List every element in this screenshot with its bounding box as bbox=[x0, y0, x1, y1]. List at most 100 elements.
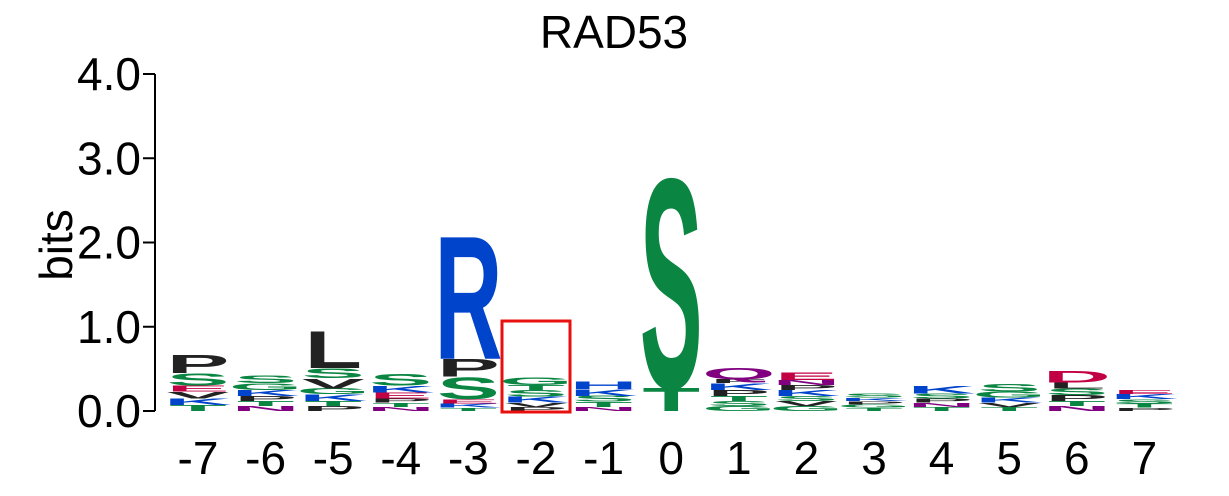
logo-letter-P: P bbox=[843, 400, 906, 405]
logo-letter-K: K bbox=[434, 402, 502, 409]
logo-letter-S: S bbox=[234, 374, 297, 386]
logo-letter-K: K bbox=[908, 384, 976, 396]
x-tick-label: -3 bbox=[448, 432, 489, 484]
logo-letter-T: T bbox=[1116, 402, 1174, 409]
logo-letter-K: K bbox=[772, 389, 840, 398]
logo-letter-T: T bbox=[372, 402, 430, 409]
logo-letter-N: N bbox=[908, 402, 976, 409]
logo-letter-S: S bbox=[640, 118, 703, 453]
logo-letter-G: G bbox=[770, 405, 843, 413]
y-tick-label: 0.0 bbox=[77, 385, 141, 437]
logo-letter-G: G bbox=[837, 403, 910, 408]
x-tick-label: 6 bbox=[1064, 432, 1090, 484]
logo-letter-P: P bbox=[1045, 394, 1108, 403]
logo-letter-T: T bbox=[913, 406, 971, 413]
logo-letter-P: P bbox=[910, 397, 973, 404]
logo-letter-N: N bbox=[772, 379, 840, 387]
logo-letter-R: R bbox=[434, 199, 502, 396]
logo-letter-P: P bbox=[302, 405, 365, 413]
logo-letter-S: S bbox=[1045, 387, 1108, 398]
logo-letter-K: K bbox=[502, 395, 570, 404]
x-tick-label: 7 bbox=[1132, 432, 1158, 484]
logo-letter-S: S bbox=[167, 370, 230, 390]
logo-letter-G: G bbox=[702, 405, 775, 413]
chart-title: RAD53 bbox=[540, 6, 688, 58]
y-tick-label: 3.0 bbox=[77, 132, 141, 184]
logo-letter-G: G bbox=[499, 375, 572, 387]
y-tick-label: 2.0 bbox=[77, 217, 141, 269]
logo-letter-E: E bbox=[775, 370, 838, 382]
logo-letter-Q: Q bbox=[702, 365, 775, 382]
logo-letter-S: S bbox=[775, 395, 838, 403]
logo-letter-T: T bbox=[304, 400, 362, 408]
logo-letter-T: T bbox=[575, 401, 633, 409]
logo-letter-T: T bbox=[237, 400, 295, 408]
x-tick-label: 4 bbox=[929, 432, 955, 484]
logo-letter-K: K bbox=[705, 381, 773, 392]
logo-letter-T: T bbox=[642, 381, 699, 418]
logo-letter-K: K bbox=[367, 384, 435, 395]
logo-letter-P: P bbox=[775, 384, 838, 392]
logo-letter-T: T bbox=[507, 384, 565, 392]
logo-letter-D: D bbox=[1043, 368, 1111, 386]
logo-letter-K: K bbox=[232, 389, 300, 398]
logo-letter-K: K bbox=[975, 396, 1043, 404]
logo-letter-G: G bbox=[297, 387, 370, 396]
y-tick-label: 4.0 bbox=[77, 48, 141, 100]
logo-letter-S: S bbox=[1113, 398, 1176, 405]
y-axis-label: bits bbox=[30, 209, 82, 281]
logo-letter-L: L bbox=[304, 321, 362, 380]
x-tick-label: -1 bbox=[583, 432, 624, 484]
x-axis-tick-labels: -7 -6 -5 -4 -3 -2 -1 0 1 2 3 4 5 6 7 bbox=[178, 432, 1158, 484]
y-axis-ticks: 0.0 1.0 2.0 3.0 4.0 bbox=[77, 48, 155, 437]
logo-letter-P: P bbox=[437, 354, 500, 382]
logo-letter-V: V bbox=[775, 400, 838, 408]
logo-letter-S: S bbox=[910, 392, 973, 400]
logo-letter-T: T bbox=[845, 407, 902, 412]
x-tick-label: 1 bbox=[726, 432, 752, 484]
logo-letter-T: T bbox=[169, 404, 227, 413]
logo-letter-K: K bbox=[570, 387, 638, 398]
logo-letter-L: L bbox=[1048, 381, 1105, 390]
logo-letter-S: S bbox=[978, 382, 1041, 394]
logo-letter-E: E bbox=[369, 391, 432, 400]
logo-letter-N: N bbox=[367, 406, 435, 413]
logo-letter-G: G bbox=[973, 390, 1046, 399]
logo-letter-P: P bbox=[369, 397, 432, 404]
logo-letter-H: H bbox=[570, 380, 638, 392]
logo-letter-E: E bbox=[437, 398, 500, 405]
logo-letter-P: P bbox=[1113, 407, 1176, 412]
logo-letter-S: S bbox=[505, 388, 568, 399]
y-tick-label: 1.0 bbox=[77, 301, 141, 353]
x-tick-label: -7 bbox=[178, 432, 219, 484]
logo-letter-F: F bbox=[710, 378, 767, 385]
x-tick-label: 3 bbox=[861, 432, 887, 484]
logo-letter-V: V bbox=[505, 402, 569, 409]
logo-letter-K: K bbox=[840, 397, 908, 402]
x-tick-label: 2 bbox=[794, 432, 820, 484]
x-tick-label: 5 bbox=[996, 432, 1022, 484]
logo-letter-V: V bbox=[302, 376, 365, 392]
logo-letter-K: K bbox=[1110, 393, 1178, 401]
logo-letter-E: E bbox=[167, 384, 230, 393]
highlight-box bbox=[500, 319, 572, 414]
x-tick-label: 0 bbox=[658, 432, 684, 484]
logo-letter-P: P bbox=[707, 389, 770, 398]
logo-letter-S: S bbox=[302, 366, 365, 382]
logo-letter-V: V bbox=[167, 390, 230, 401]
logo-letter-V: V bbox=[978, 402, 1042, 409]
logo-letter-S: S bbox=[437, 370, 500, 406]
logo-letter-G: G bbox=[229, 381, 302, 392]
logo-letter-K: K bbox=[164, 397, 232, 408]
logo-letter-K: K bbox=[299, 392, 367, 403]
logo-letter-T: T bbox=[1048, 400, 1106, 408]
x-tick-label: -4 bbox=[380, 432, 421, 484]
logo-letter-S: S bbox=[369, 371, 432, 389]
logo-letter-P: P bbox=[505, 406, 568, 413]
letter-stacks: TKVESPNTPKGSPTKGVSLNTPEKSTKESPRPVKSTGNTS… bbox=[164, 118, 1178, 453]
x-tick-label: -6 bbox=[245, 432, 286, 484]
logo-letter-S: S bbox=[707, 400, 770, 408]
x-tick-label: -5 bbox=[313, 432, 354, 484]
logo-letter-T: T bbox=[980, 406, 1038, 413]
